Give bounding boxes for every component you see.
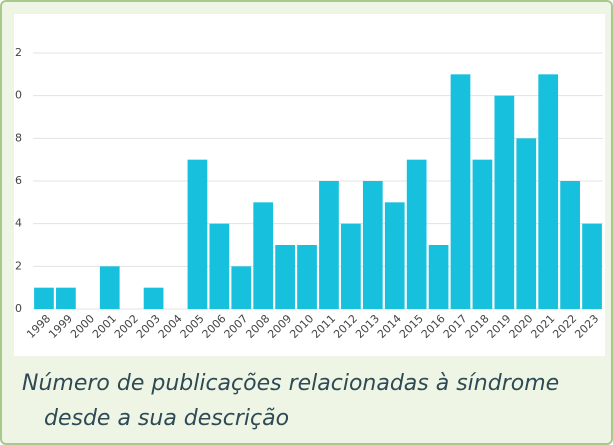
y-tick-label: 4 bbox=[15, 217, 22, 230]
bar bbox=[143, 287, 164, 309]
bar bbox=[450, 74, 471, 309]
bar bbox=[231, 266, 252, 309]
y-tick-label: 6 bbox=[15, 174, 22, 187]
bar bbox=[297, 245, 317, 309]
y-tick-label: 0 bbox=[15, 89, 22, 102]
bar bbox=[56, 287, 76, 309]
bar bbox=[428, 245, 449, 309]
bar bbox=[341, 223, 361, 309]
bar bbox=[209, 223, 230, 309]
bar bbox=[406, 159, 427, 309]
y-tick-label: 2 bbox=[15, 259, 22, 272]
caption-line: desde a sua descrição bbox=[44, 406, 289, 431]
bar bbox=[362, 181, 383, 309]
bar bbox=[99, 266, 120, 309]
y-tick-label: 2 bbox=[15, 46, 22, 59]
bar bbox=[516, 138, 537, 309]
y-tick-label: 0 bbox=[15, 302, 22, 315]
bar bbox=[253, 202, 274, 309]
bar bbox=[187, 159, 208, 309]
bar bbox=[538, 74, 559, 309]
bar bbox=[319, 181, 339, 309]
bar bbox=[384, 202, 405, 309]
bar bbox=[472, 159, 493, 309]
bar bbox=[34, 287, 54, 309]
bar bbox=[582, 223, 602, 309]
bar bbox=[275, 245, 295, 309]
bar bbox=[494, 95, 515, 310]
caption-line: Número de publicações relacionadas à sín… bbox=[22, 371, 559, 396]
y-tick-label: 8 bbox=[15, 131, 22, 144]
bar bbox=[560, 181, 580, 309]
